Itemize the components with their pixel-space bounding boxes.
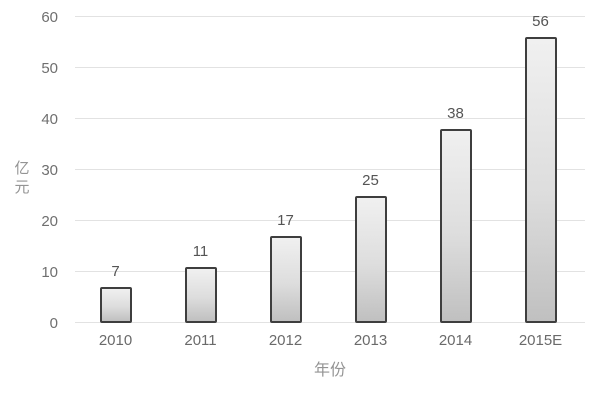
bar-2012 xyxy=(269,236,302,323)
y-tick-label: 40 xyxy=(41,110,58,128)
bar-2015E xyxy=(524,37,557,323)
bar-2011 xyxy=(184,266,217,323)
y-tick-label: 10 xyxy=(41,263,58,281)
bar-2014 xyxy=(439,129,472,323)
bar-value-label: 7 xyxy=(111,263,120,281)
gridline xyxy=(75,67,585,68)
gridline xyxy=(75,118,585,119)
gridline xyxy=(75,220,585,221)
bar-2010 xyxy=(99,287,132,323)
y-tick-label: 30 xyxy=(41,161,58,179)
plot-area: 7 11 17 25 38 56 xyxy=(75,13,585,323)
gridline xyxy=(75,16,585,17)
category-label: 2015E xyxy=(518,332,563,349)
bar-value-label: 17 xyxy=(277,212,294,230)
gridline xyxy=(75,271,585,272)
gridline xyxy=(75,169,585,170)
y-tick-label: 0 xyxy=(49,314,58,332)
category-label: 2011 xyxy=(184,332,217,349)
y-tick-label: 50 xyxy=(41,59,58,77)
gridline xyxy=(75,322,585,323)
x-axis-title: 年份 xyxy=(313,362,346,379)
bar-value-label: 38 xyxy=(447,105,464,123)
category-label: 2013 xyxy=(353,332,388,349)
category-label: 2010 xyxy=(98,332,133,349)
category-label: 2014 xyxy=(438,332,473,349)
bar-value-label: 56 xyxy=(532,13,549,31)
bar-2013 xyxy=(354,195,387,323)
y-tick-label: 60 xyxy=(41,8,58,26)
bar-value-label: 25 xyxy=(362,171,379,189)
y-axis-title: 亿元 xyxy=(14,160,30,196)
x-axis-labels: 2010 2011 2012 2013 2014 2015E xyxy=(75,331,585,351)
y-tick-label: 20 xyxy=(41,212,58,230)
bar-value-label: 11 xyxy=(192,242,209,260)
y-axis-ticks: 0 10 20 30 40 50 60 xyxy=(0,9,60,332)
category-label: 2012 xyxy=(268,332,303,349)
